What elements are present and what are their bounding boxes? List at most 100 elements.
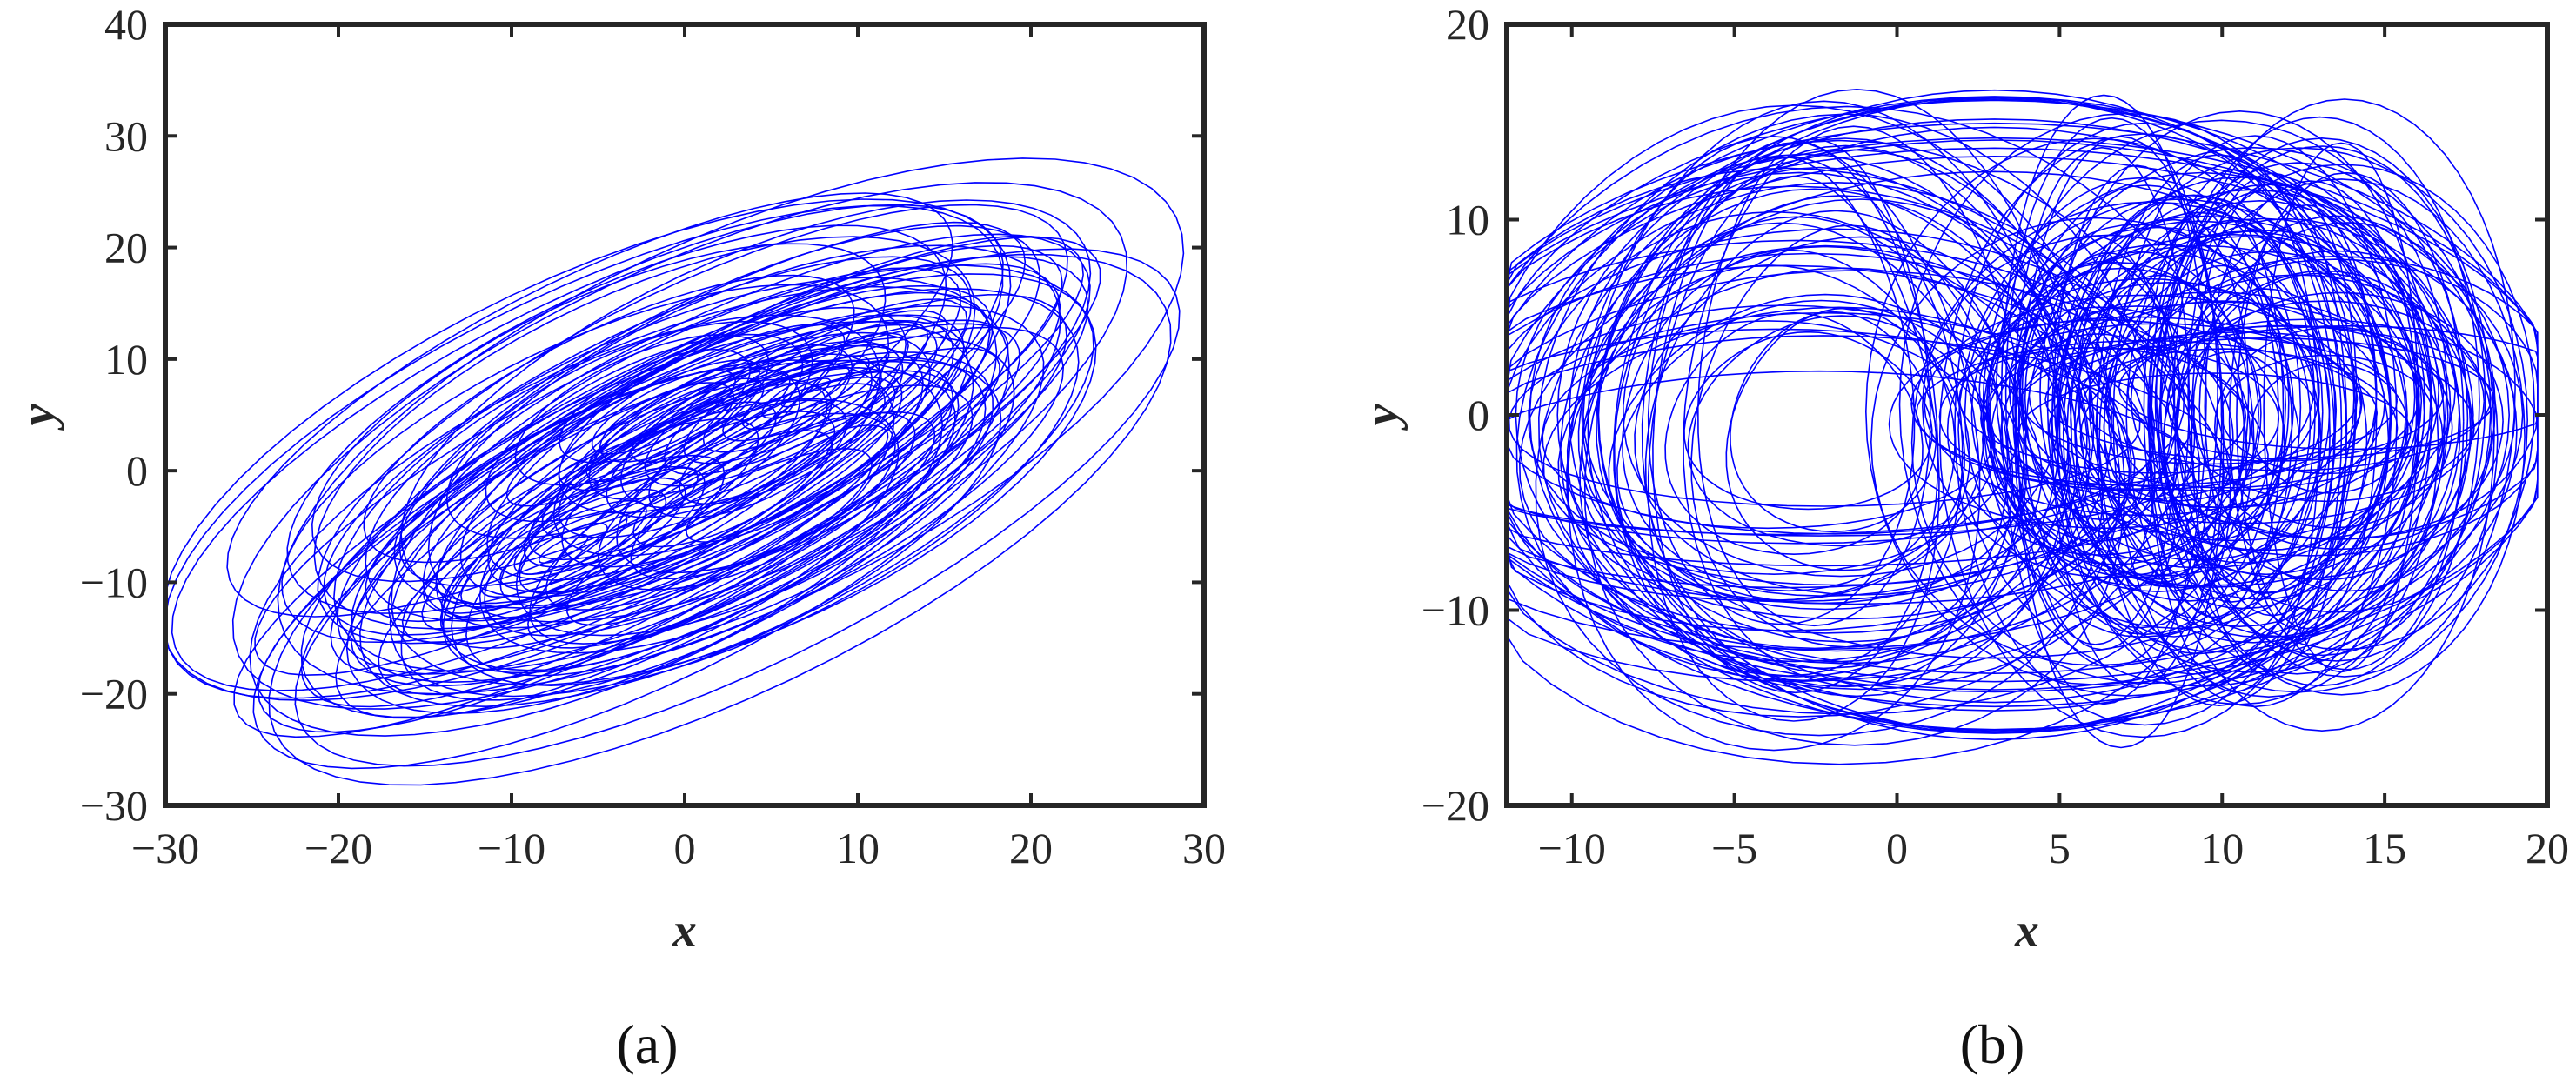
trajectory-segment-a <box>427 244 1061 623</box>
trajectory-segment-a <box>421 465 706 632</box>
y-tick-label-a: −10 <box>80 558 148 606</box>
trajectory-segment-b <box>2159 116 2480 687</box>
trajectory-segment-b <box>2095 235 2392 610</box>
trajectory-segment-a <box>780 377 832 408</box>
trajectory-segment-b <box>2118 324 2539 451</box>
trajectory-segment-b <box>1529 96 2460 734</box>
trajectory-segment-a <box>632 430 833 548</box>
trajectory-segment-b <box>1556 98 2432 732</box>
trajectory-segment-b <box>2163 288 2368 594</box>
trajectory-segment-b <box>2228 171 2465 671</box>
trajectory-segment-b <box>2176 270 2472 581</box>
trajectory-segment-a <box>519 522 609 576</box>
x-tick-label-b: 20 <box>2526 824 2569 872</box>
x-axis-label-a: x <box>672 904 697 958</box>
trajectory-segment-b <box>1978 277 2315 500</box>
trajectory-segment-b <box>2020 336 2399 465</box>
trajectory-segment-b <box>1622 195 2059 578</box>
trajectory-segment-b <box>2236 204 2378 630</box>
x-tick-label-a: 30 <box>1182 824 1226 872</box>
trajectory-segment-b <box>1508 311 2141 507</box>
trajectory-segment-a <box>231 182 1128 710</box>
trajectory-segment-a <box>268 253 1172 786</box>
trajectory-segment-b <box>1910 316 2363 491</box>
trajectory-segment-b <box>2051 164 2223 689</box>
trajectory-segment-a <box>519 376 896 595</box>
trajectory-a <box>164 157 1185 786</box>
trajectory-segment-b <box>1581 245 2069 598</box>
trajectory-segment-b <box>1566 264 1970 602</box>
trajectory-segment-a <box>393 224 1040 605</box>
trajectory-segment-b <box>2073 274 2245 580</box>
trajectory-segment-a <box>513 467 699 575</box>
trajectory-segment-a <box>350 255 1089 687</box>
trajectory-segment-b <box>1864 137 2324 686</box>
y-tick-label-a: −30 <box>80 781 148 830</box>
trajectory-segment-b <box>2103 217 2472 638</box>
trajectory-segment-b <box>1981 291 2444 588</box>
trajectory-segment-a <box>333 277 998 672</box>
trajectory-segment-a <box>390 264 1097 686</box>
trajectory-segment-b <box>2149 137 2495 732</box>
x-tick-label-a: 20 <box>1009 824 1053 872</box>
trajectory-segment-a <box>479 499 647 598</box>
trajectory-segment-b <box>1597 97 2392 733</box>
trajectory-segment-a <box>459 284 994 598</box>
trajectory-segment-a <box>538 533 589 565</box>
trajectory-segment-b <box>2130 258 2539 540</box>
y-tick-label-b: −20 <box>1422 781 1489 830</box>
y-tick-label-a: −20 <box>80 670 148 718</box>
y-tick-label-b: 10 <box>1446 196 1489 244</box>
trajectory-segment-a <box>313 236 976 630</box>
trajectory-segment-b <box>1995 119 2448 653</box>
trajectory-segment-b <box>1567 135 1981 752</box>
trajectory-segment-b <box>2048 348 2399 509</box>
trajectory-segment-b <box>1515 153 2091 682</box>
x-tick-label-b: 15 <box>2363 824 2406 872</box>
trajectory-segment-a <box>558 353 873 538</box>
panel-b: −10 −5 0 5 10 15 20 −20 −10 0 10 20 x y (b) <box>1355 0 2569 1075</box>
trajectory-segment-b <box>2220 354 2433 475</box>
trajectory-segment-a <box>644 298 968 487</box>
trajectory-segment-b <box>1535 166 2104 737</box>
trajectory-segment-a <box>300 344 924 708</box>
trajectory-segment-b <box>2014 146 2191 651</box>
trajectory-segment-a <box>648 399 847 519</box>
trajectory-segment-b <box>2005 331 2475 524</box>
x-tick-label-a: −30 <box>131 824 199 872</box>
trajectory-segment-a <box>345 359 944 715</box>
trajectory-segment-b <box>1616 299 2026 605</box>
ticks-a: −30 −20 −10 0 10 20 30 −30 −20 −10 0 10 20 30 40 <box>80 0 1226 872</box>
trajectory-segment-a <box>277 157 1185 695</box>
trajectory-segment-a <box>294 248 1181 767</box>
trajectory-segment-b <box>1613 144 2078 688</box>
trajectory-segment-b <box>2017 136 2225 749</box>
trajectory-segment-b <box>1982 177 2302 638</box>
trajectory-segment-a <box>487 314 965 593</box>
y-tick-label-a: 40 <box>104 0 148 49</box>
trajectory-segment-a <box>171 204 1004 691</box>
trajectory-segment-b <box>1690 224 2009 648</box>
trajectory-segment-a <box>528 382 833 561</box>
trajectory-segment-a <box>552 331 931 557</box>
trajectory-segment-b <box>1979 347 2280 491</box>
y-axis-label-a: y <box>11 403 65 431</box>
trajectory-segment-a <box>663 310 948 476</box>
trajectory-segment-b <box>2174 215 2499 662</box>
trajectory-segment-a <box>514 333 770 486</box>
x-tick-label-b: 10 <box>2200 824 2244 872</box>
trajectory-segment-a <box>722 344 890 442</box>
trajectory-segment-b <box>1683 125 2025 687</box>
trajectory-segment-a <box>683 321 929 464</box>
trajectory-segment-b <box>2198 222 2496 592</box>
trajectory-segment-b <box>2008 233 2457 542</box>
y-tick-label-a: 20 <box>104 224 148 272</box>
trajectory-segment-a <box>400 351 994 701</box>
trajectory-segment-b <box>2125 162 2469 675</box>
trajectory-segment-a <box>249 285 1010 737</box>
trajectory-segment-a <box>460 488 667 610</box>
x-tick-label-b: 0 <box>1886 824 1908 872</box>
trajectory-segment-a <box>702 332 909 453</box>
x-axis-label-b: x <box>2014 904 2039 958</box>
